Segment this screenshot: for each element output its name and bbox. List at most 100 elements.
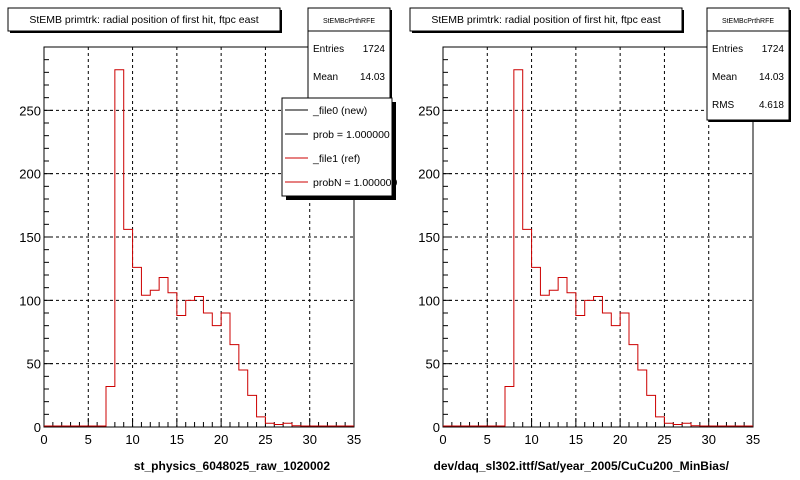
histogram-bin: [230, 345, 239, 427]
stats-label: Mean: [313, 72, 338, 83]
histogram-bin: [274, 424, 283, 427]
x-tick-label: 20: [613, 432, 627, 447]
histogram-bin: [265, 423, 274, 427]
x-tick-label: 10: [125, 432, 139, 447]
histogram-bin: [594, 297, 603, 427]
x-tick-label: 25: [657, 432, 671, 447]
stats-value: 4.618: [759, 100, 784, 111]
y-tick-label: 200: [19, 167, 41, 182]
stats-label: Entries: [313, 44, 344, 55]
x-tick-label: 0: [439, 432, 446, 447]
title-box: [409, 7, 683, 32]
stats-box: [307, 7, 391, 99]
histogram-bin: [647, 395, 656, 427]
x-tick-label: 30: [701, 432, 715, 447]
y-tick-label: 150: [418, 230, 440, 245]
x-tick-label: 20: [214, 432, 228, 447]
chart-title: StEMB primtrk: radial position of first …: [431, 14, 660, 26]
histogram-bin: [656, 417, 665, 427]
stats-value: 14.03: [360, 72, 385, 83]
y-tick-label: 100: [19, 293, 41, 308]
series-1: [44, 69, 354, 427]
histogram-bin: [629, 345, 638, 427]
y-tick-label: 50: [426, 357, 440, 372]
histogram-bin: [283, 423, 292, 427]
histogram-bin: [505, 386, 514, 427]
stats-label: Mean: [712, 72, 737, 83]
histogram-bin: [532, 267, 541, 427]
histogram-bin: [186, 300, 195, 427]
x-axis-label: st_physics_6048025_raw_1020002: [134, 459, 330, 473]
legend-label: prob = 1.000000: [313, 129, 390, 141]
histogram-bin: [567, 293, 576, 427]
stats-value: 1724: [762, 44, 785, 55]
histogram-bin: [115, 70, 124, 427]
x-tick-label: 10: [524, 432, 538, 447]
histogram-bin: [585, 300, 594, 427]
histogram-bin: [150, 290, 159, 427]
histogram-line: [443, 69, 753, 427]
histogram-bin: [106, 386, 115, 427]
y-tick-label: 200: [418, 167, 440, 182]
histogram-bin: [221, 313, 230, 427]
histogram-bin: [177, 316, 186, 427]
x-axis-label: dev/daq_sl302.ittf/Sat/year_2005/CuCu200…: [434, 459, 730, 473]
x-tick-label: 35: [746, 432, 760, 447]
y-tick-label: 50: [27, 357, 41, 372]
histogram-bin: [602, 313, 611, 427]
histogram-bin: [673, 424, 682, 427]
y-tick-label: 250: [19, 103, 41, 118]
histogram-bin: [682, 423, 691, 427]
x-tick-label: 30: [302, 432, 316, 447]
x-tick-label: 15: [170, 432, 184, 447]
y-tick-label: 0: [34, 420, 41, 435]
y-tick-label: 100: [418, 293, 440, 308]
legend-label: probN = 1.000000: [313, 177, 398, 189]
stats-value: 14.03: [759, 72, 784, 83]
legend-label: _file1 (ref): [312, 153, 360, 165]
histogram-bin: [124, 229, 133, 427]
histogram-bin: [540, 295, 549, 427]
histogram-bin: [611, 326, 620, 427]
chart-panel-2: 0 5 10 15 20 25 30 35 0 50 100 150 200 250 dev/daq_sl3…: [409, 7, 791, 473]
histogram-bin: [248, 395, 257, 427]
histogram-bin: [212, 326, 221, 427]
series-1: [443, 69, 753, 427]
histogram-line: [44, 69, 354, 427]
histogram-bin: [664, 423, 673, 427]
histogram-bin: [549, 290, 558, 427]
x-tick-label: 35: [347, 432, 361, 447]
y-tick-label: 150: [19, 230, 41, 245]
x-tick-label: 5: [484, 432, 491, 447]
histogram-bin: [133, 267, 142, 427]
y-tick-label: 0: [433, 420, 440, 435]
histogram-bin: [576, 316, 585, 427]
histogram-bin: [239, 370, 248, 427]
x-tick-label: 15: [569, 432, 583, 447]
histogram-bin: [292, 426, 301, 427]
y-tick-label: 250: [418, 103, 440, 118]
histogram-bin: [523, 229, 532, 427]
legend-label: _file0 (new): [312, 105, 367, 117]
histogram-bin: [257, 417, 266, 427]
stats-value: 1724: [363, 44, 386, 55]
legend: _file0 (new) prob = 1.000000 _file1 (ref) p…: [281, 97, 398, 200]
histogram-bin: [514, 70, 523, 427]
histogram-bin: [558, 278, 567, 427]
stats-label: Entries: [712, 44, 743, 55]
stats-label: RMS: [712, 100, 735, 111]
histogram-bin: [195, 297, 204, 427]
x-tick-label: 5: [85, 432, 92, 447]
histogram-bin: [141, 295, 150, 427]
chart-title: StEMB primtrk: radial position of first …: [29, 14, 258, 26]
histogram-bin: [168, 293, 177, 427]
histogram-bin: [159, 278, 168, 427]
stats-title: StEMBcPrthRFE: [722, 18, 774, 25]
histogram-bin: [638, 370, 647, 427]
stats-box: [706, 7, 790, 121]
stats-title: StEMBcPrthRFE: [323, 18, 375, 25]
chart-panel-1: 0 5 10 15 20 25 30 35 0 50 100 150 200 250 st_physics_…: [7, 7, 398, 473]
histogram-bin: [691, 426, 700, 427]
axis-ticks: [442, 46, 754, 428]
